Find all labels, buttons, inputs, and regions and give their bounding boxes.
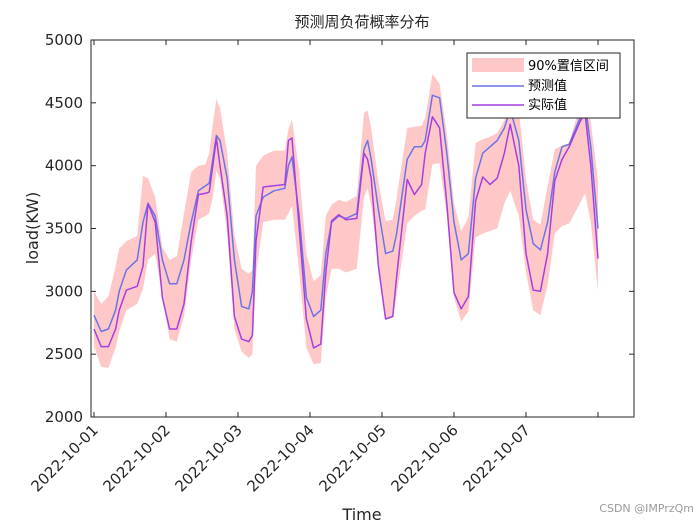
y-tick-label: 3500 [45,220,83,238]
legend-label-predicted: 预测值 [528,78,567,94]
x-tick-label: 2022-10-06 [387,421,461,495]
y-tick-label: 2000 [45,408,83,426]
x-axis-label: Time [341,505,381,524]
legend-swatch-confidence-band [472,58,524,72]
legend: 90%置信区间 预测值 实际值 [466,52,621,119]
x-tick-label: 2022-10-07 [459,421,533,495]
legend-label-actual: 实际值 [528,97,567,113]
chart-title: 预测周负荷概率分布 [294,13,429,31]
x-tick-label: 2022-10-04 [243,421,317,495]
y-tick-label: 4500 [45,94,83,112]
y-tick-label: 3000 [45,282,83,300]
y-tick-label: 5000 [45,31,83,49]
y-axis-label: load(KW) [23,192,42,264]
x-tick-label: 2022-10-05 [315,421,389,495]
actual-series-line [93,112,599,349]
predicted-series-line [93,94,599,333]
x-tick-label: 2022-10-01 [27,421,101,495]
confidence-band-area [94,73,598,369]
confidence-band-layer [94,73,598,369]
series-line-layer [93,94,599,349]
legend-label-confidence-band: 90%置信区间 [528,59,609,74]
watermark-text: CSDN @IMPrzQm [599,502,694,515]
x-tick-label: 2022-10-02 [99,421,173,495]
y-tick-label: 2500 [45,345,83,363]
x-tick-label: 2022-10-03 [171,421,245,495]
y-tick-label: 4000 [45,157,83,175]
